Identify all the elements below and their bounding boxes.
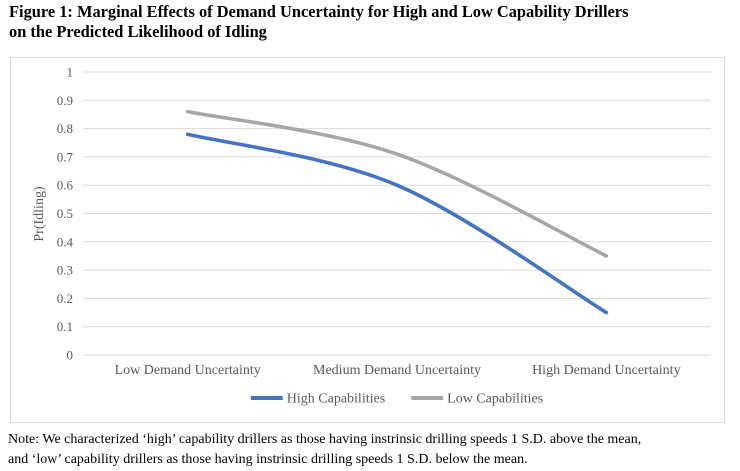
y-tick-label: 0.3	[57, 263, 73, 278]
x-category-label: Medium Demand Uncertainty	[313, 363, 481, 378]
x-category-label: High Demand Uncertainty	[532, 363, 681, 378]
y-tick-label: 0.6	[57, 178, 74, 193]
y-tick-label: 0	[67, 348, 74, 363]
figure-title: Figure 1: Marginal Effects of Demand Unc…	[9, 2, 739, 41]
figure-title-line2: on the Predicted Likelihood of Idling	[9, 21, 267, 41]
y-axis-title: Pr(Idling)	[32, 186, 47, 242]
legend-label-low-capabilities: Low Capabilities	[447, 392, 543, 407]
y-tick-label: 1	[67, 65, 74, 80]
y-tick-label: 0.2	[57, 291, 73, 306]
series-line-low-capabilities	[185, 109, 609, 258]
chart-container: 0 0.1 0.2 0.3 0.4 0.5 0.6 0.7 0.8 0.9 1 Pr(Idling) L…	[10, 57, 725, 423]
y-tick-label: 0.7	[57, 149, 74, 164]
series-line-high-capabilities	[185, 132, 609, 315]
chart-svg: 0 0.1 0.2 0.3 0.4 0.5 0.6 0.7 0.8 0.9 1 Pr(Idling) L…	[32, 65, 711, 407]
x-category-label: Low Demand Uncertainty	[115, 363, 261, 378]
legend-label-high-capabilities: High Capabilities	[287, 392, 385, 407]
y-tick-label: 0.5	[57, 206, 73, 221]
y-tick-label: 0.8	[57, 121, 73, 136]
y-tick-label: 0.9	[57, 93, 73, 108]
y-tick-label: 0.1	[57, 319, 73, 334]
note-line1: Note: We characterized ‘high’ capability…	[8, 432, 642, 447]
figure-title-line1: Figure 1: Marginal Effects of Demand Unc…	[9, 2, 629, 21]
note-line2: and ‘low’ capability drillers as those h…	[8, 451, 528, 467]
figure-note: Note: We characterized ‘high’ capability…	[8, 430, 740, 469]
y-tick-label: 0.4	[57, 234, 74, 249]
